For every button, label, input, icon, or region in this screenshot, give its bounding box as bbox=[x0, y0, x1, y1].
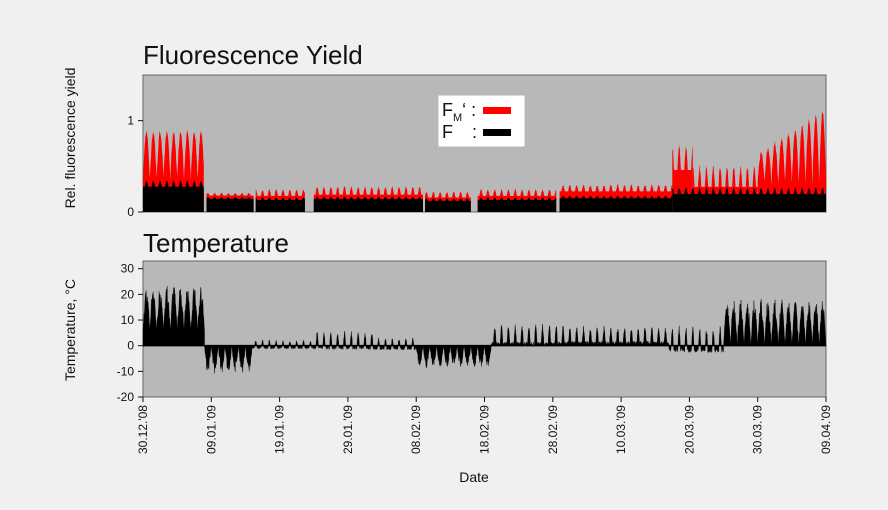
series-temperature-area-segment bbox=[415, 345, 492, 368]
series-f-area-segment bbox=[206, 197, 254, 212]
x-tick-label: 08.02.'09 bbox=[409, 405, 423, 454]
legend-swatch bbox=[483, 107, 511, 114]
legend-box bbox=[438, 95, 525, 147]
legend-label: FM‘ : bbox=[442, 100, 476, 124]
x-axis-label: Date bbox=[459, 469, 489, 485]
series-f-area-segment bbox=[313, 196, 423, 212]
y-tick-label-fluorescence: 0 bbox=[127, 205, 134, 219]
series-temperature-area-segment bbox=[204, 345, 253, 374]
series-f-area-segment bbox=[559, 195, 673, 212]
x-tick-label: 18.02.'09 bbox=[478, 405, 492, 454]
chart-title-fluorescence: Fluorescence Yield bbox=[143, 40, 363, 70]
x-tick-label: 30.03.'09 bbox=[751, 405, 765, 454]
series-temperature-area-segment bbox=[723, 299, 827, 346]
y-tick-label-temperature: -20 bbox=[117, 390, 135, 404]
series-temperature-area-segment bbox=[252, 339, 314, 350]
series-f-area-segment bbox=[143, 179, 204, 212]
chart-title-temperature: Temperature bbox=[143, 228, 289, 258]
y-tick-label-temperature: 0 bbox=[127, 339, 134, 353]
x-tick-label: 20.03.'09 bbox=[682, 405, 696, 454]
x-tick-label: 09.04.'09 bbox=[819, 405, 833, 454]
series-temperature-area-segment bbox=[566, 325, 670, 346]
x-tick-label: 09.01.'09 bbox=[204, 405, 218, 454]
y-tick-label-fluorescence: 1 bbox=[127, 114, 134, 128]
x-tick-label: 28.02.'09 bbox=[546, 405, 560, 454]
y-tick-label-temperature: 30 bbox=[121, 262, 135, 276]
y-tick-label-temperature: 20 bbox=[121, 287, 135, 301]
x-tick-label: 10.03.'09 bbox=[614, 405, 628, 454]
series-temperature-area-segment bbox=[491, 323, 567, 346]
series-temperature-area-segment bbox=[142, 286, 205, 346]
series-f-area-segment bbox=[425, 198, 471, 212]
x-tick-label: 19.01.'09 bbox=[273, 405, 287, 454]
plot-area-temperature bbox=[142, 260, 827, 398]
series-fm-prime-area-segment bbox=[757, 110, 826, 212]
series-f-area-segment bbox=[255, 197, 305, 212]
x-tick-label: 30.12.'08 bbox=[136, 405, 150, 454]
series-f-area-segment bbox=[672, 186, 826, 212]
y-tick-label-temperature: 10 bbox=[121, 313, 135, 327]
x-tick-label: 29.01.'09 bbox=[341, 405, 355, 454]
series-temperature-area-segment bbox=[313, 331, 376, 351]
series-f-area-segment bbox=[477, 197, 557, 212]
legend-swatch bbox=[483, 129, 511, 136]
y-tick-label-temperature: -10 bbox=[117, 364, 135, 378]
series-temperature-area-segment bbox=[375, 337, 417, 351]
legend-label: F: bbox=[442, 122, 477, 142]
